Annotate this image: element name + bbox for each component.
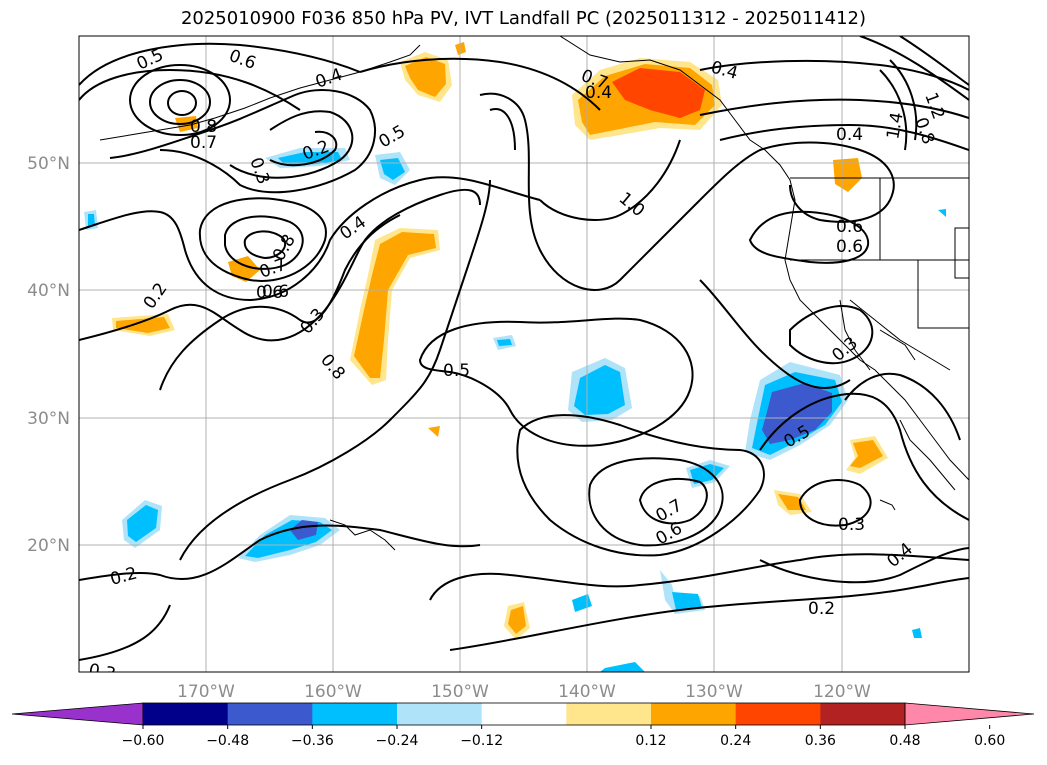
colorbar-tick-label: −0.24 bbox=[376, 733, 419, 749]
lon-ticks: 170°W 160°W 150°W 140°W 130°W 120°W bbox=[177, 682, 871, 702]
colorbar-extend-low bbox=[11, 702, 144, 726]
colorbar-tick-label: 0.60 bbox=[974, 733, 1005, 749]
colorbar-tick-label: −0.48 bbox=[206, 733, 249, 749]
graticule bbox=[79, 36, 969, 672]
colorbar-segment bbox=[143, 703, 229, 725]
map-title: 2025010900 F036 850 hPa PV, IVT Landfall… bbox=[180, 8, 867, 29]
colorbar-segment bbox=[481, 703, 567, 725]
lon-tick-label: 170°W bbox=[177, 682, 235, 702]
lon-tick-label: 140°W bbox=[558, 682, 616, 702]
lon-tick-label: 120°W bbox=[813, 682, 871, 702]
lat-tick-label: 20°N bbox=[27, 536, 70, 556]
contour-label: 0.7 bbox=[190, 133, 217, 153]
colorbar-tick-label: 0.48 bbox=[889, 733, 920, 749]
colorbar-segment bbox=[566, 703, 652, 725]
colorbar-segment bbox=[312, 703, 398, 725]
colorbar-segment bbox=[651, 703, 737, 725]
contour-label: 0.8 bbox=[190, 117, 217, 137]
colorbar-outline bbox=[142, 702, 906, 726]
colorbar-segment bbox=[397, 703, 483, 725]
contour-label: 0.6 bbox=[836, 237, 863, 257]
contour-label: 0.6 bbox=[836, 217, 863, 237]
pv-contours bbox=[79, 36, 969, 661]
contour-label: 0.4 bbox=[585, 83, 612, 103]
colorbar-segment bbox=[820, 703, 906, 725]
contour-label: 0.5 bbox=[443, 361, 470, 381]
lon-tick-label: 130°W bbox=[685, 682, 743, 702]
contour-label: 0.3 bbox=[87, 660, 117, 684]
colorbar-tick-label: −0.36 bbox=[291, 733, 334, 749]
contour-label: 0.2 bbox=[808, 599, 835, 619]
contour-label: 1.4 bbox=[883, 111, 907, 141]
lat-tick-label: 50°N bbox=[27, 154, 70, 174]
colorbar: −0.60 −0.48 −0.36 −0.24 −0.12 0.12 0.24 0.36 0.4… bbox=[11, 702, 1035, 749]
lat-ticks: 50°N 40°N 30°N 20°N bbox=[27, 154, 70, 556]
colorbar-extend-high bbox=[904, 702, 1035, 726]
colorbar-tick-label: 0.36 bbox=[805, 733, 836, 749]
contour-label: 0.4 bbox=[836, 125, 863, 145]
colorbar-segment bbox=[227, 703, 313, 725]
contour-label: 0.6 bbox=[262, 282, 289, 302]
colorbar-tick-label: 0.12 bbox=[635, 733, 666, 749]
coastlines bbox=[99, 36, 969, 551]
colorbar-tick-label: −0.12 bbox=[460, 733, 503, 749]
colorbar-segment bbox=[735, 703, 821, 725]
colorbar-tick-label: 0.24 bbox=[720, 733, 751, 749]
colorbar-tick-label: −0.60 bbox=[122, 733, 165, 749]
map-frame bbox=[78, 35, 970, 673]
lat-tick-label: 40°N bbox=[27, 281, 70, 301]
lon-tick-label: 160°W bbox=[304, 682, 362, 702]
lon-tick-label: 150°W bbox=[431, 682, 489, 702]
contour-label: 0.6 bbox=[256, 283, 283, 303]
lat-tick-label: 30°N bbox=[27, 409, 70, 429]
contour-label: 0.3 bbox=[838, 515, 865, 535]
